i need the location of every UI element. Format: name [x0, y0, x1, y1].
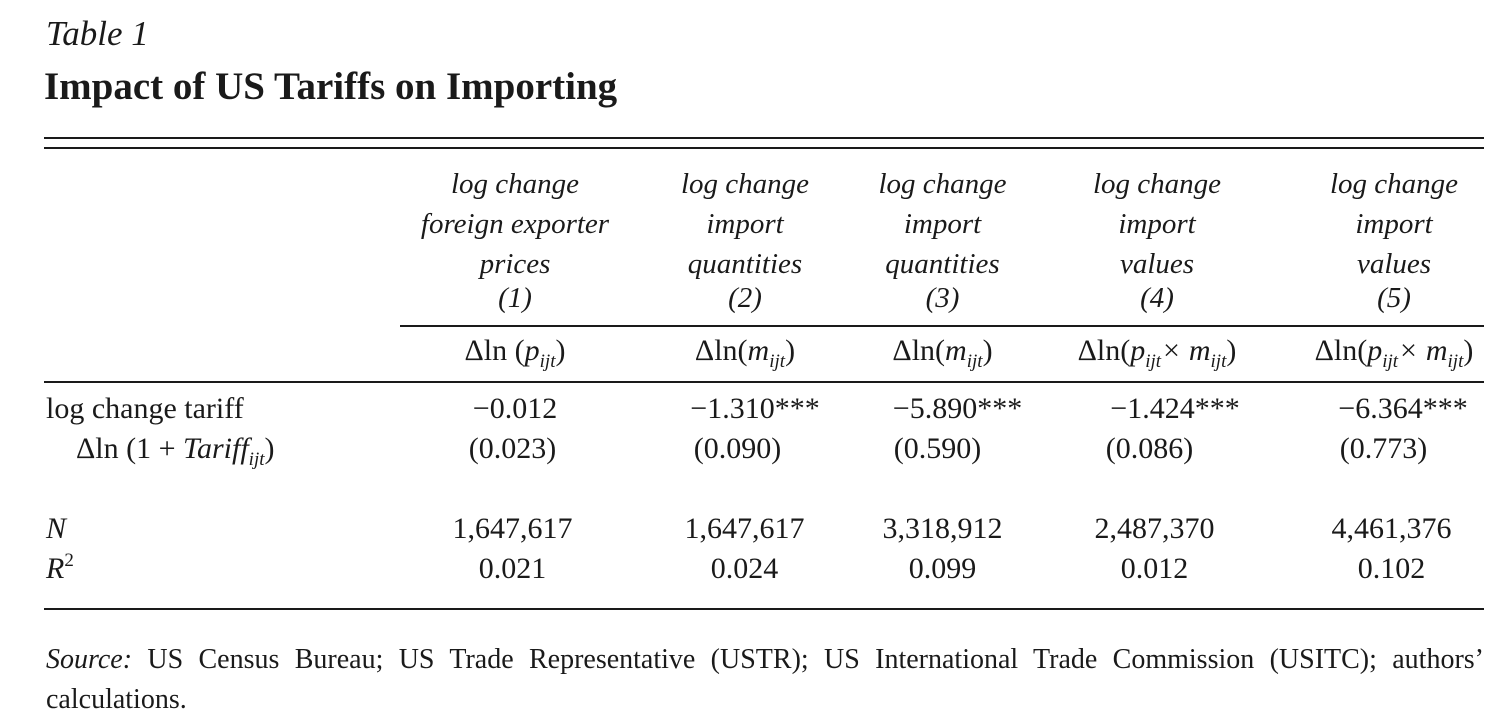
column-equation-2: Δln(mijt) — [694, 334, 796, 372]
top-rule-1 — [44, 137, 1484, 139]
row-label-n: N — [46, 512, 67, 545]
column-header-5: log change import values (5) — [1284, 164, 1504, 314]
row-label-r2: R2 — [46, 550, 74, 585]
column-equation-5: Δln(pijt× mijt) — [1314, 334, 1474, 372]
std-error-cell: (0.090) — [693, 432, 782, 465]
coefficient-cell: −1.310*** — [690, 392, 820, 425]
column-number: (4) — [1140, 282, 1174, 314]
coefficient-cell: −0.012 — [472, 392, 558, 425]
column-header-2: log change import quantities (2) — [630, 164, 860, 314]
column-header-line: log change — [680, 168, 810, 200]
column-header-line: log change — [1329, 168, 1459, 200]
r2-cell: 0.099 — [908, 552, 977, 585]
source-label: Source: — [46, 644, 133, 675]
column-equation-4: Δln(pijt× mijt) — [1077, 334, 1237, 372]
std-error-cell: (0.773) — [1339, 432, 1428, 465]
column-header-line: quantities — [885, 248, 1000, 280]
column-header-line: values — [1119, 248, 1195, 280]
std-error-cell: (0.590) — [893, 432, 982, 465]
column-header-line: import — [1355, 208, 1433, 240]
column-header-line: log change — [878, 168, 1007, 200]
n-cell: 1,647,617 — [452, 512, 573, 545]
r2-cell: 0.021 — [478, 552, 547, 585]
coefficient-cell: −1.424*** — [1110, 392, 1240, 425]
row-label-tariff-eq: Δln (1 + Tariffijt) — [76, 432, 275, 470]
source-text: US Census Bureau; US Trade Representativ… — [46, 644, 1484, 715]
n-cell: 1,647,617 — [684, 512, 805, 545]
std-error-cell: (0.086) — [1105, 432, 1194, 465]
r2-cell: 0.024 — [710, 552, 779, 585]
equation-rule — [44, 381, 1484, 383]
coefficient-cell: −6.364*** — [1338, 392, 1468, 425]
source-note: Source: US Census Bureau; US Trade Repre… — [46, 640, 1484, 720]
column-equation-1: Δln (pijt) — [464, 334, 566, 372]
column-number: (1) — [498, 282, 532, 314]
column-header-line: import — [903, 208, 982, 240]
n-cell: 4,461,376 — [1331, 512, 1452, 545]
table-caption: Table 1 — [46, 14, 149, 53]
column-number: (2) — [728, 282, 762, 314]
column-number: (3) — [925, 282, 960, 314]
table-title: Impact of US Tariffs on Importing — [44, 65, 618, 108]
column-header-line: values — [1356, 248, 1432, 280]
column-header-line: import — [1118, 208, 1196, 240]
column-header-3: log change import quantities (3) — [835, 164, 1050, 314]
row-label-tariff: log change tariff — [46, 392, 244, 425]
column-header-line: quantities — [687, 248, 803, 280]
bottom-rule — [44, 608, 1484, 610]
column-header-line: prices — [479, 248, 551, 280]
top-rule-2 — [44, 147, 1484, 149]
r2-cell: 0.012 — [1120, 552, 1189, 585]
coefficient-cell: −5.890*** — [892, 392, 1023, 425]
column-header-line: log change — [1092, 168, 1222, 200]
column-header-line: log change — [450, 168, 580, 200]
column-header-line: import — [706, 208, 784, 240]
n-cell: 2,487,370 — [1094, 512, 1215, 545]
column-header-1: log change foreign exporter prices (1) — [400, 164, 630, 314]
column-number: (5) — [1377, 282, 1411, 314]
column-header-line: foreign exporter — [420, 208, 610, 240]
column-equation-3: Δln(mijt) — [892, 334, 993, 372]
header-rule — [400, 325, 1484, 327]
n-cell: 3,318,912 — [882, 512, 1003, 545]
std-error-cell: (0.023) — [468, 432, 557, 465]
column-header-4: log change import values (4) — [1047, 164, 1267, 314]
r2-cell: 0.102 — [1357, 552, 1426, 585]
